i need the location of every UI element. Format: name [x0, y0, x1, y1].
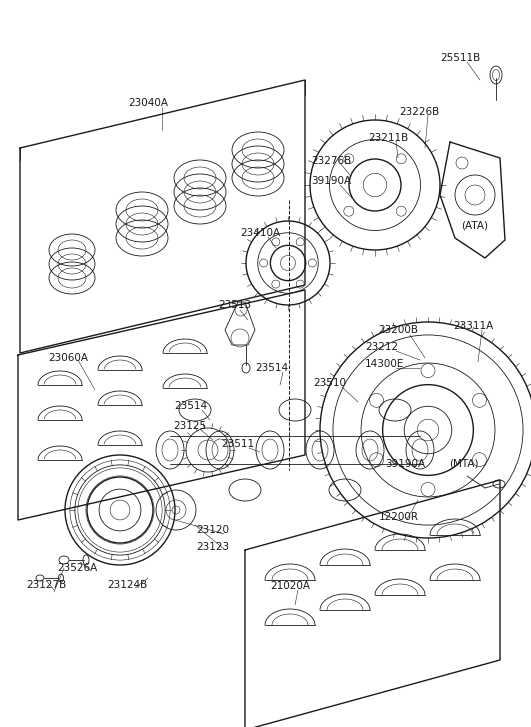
Text: 23120: 23120 — [196, 525, 229, 535]
Text: 23510: 23510 — [313, 378, 346, 388]
Text: 23060A: 23060A — [48, 353, 88, 363]
Text: 23514: 23514 — [255, 363, 288, 373]
Text: (ATA): (ATA) — [461, 221, 488, 231]
Text: 23212: 23212 — [365, 342, 398, 352]
Text: 23124B: 23124B — [107, 580, 147, 590]
Text: 21020A: 21020A — [270, 581, 310, 591]
Text: 23311A: 23311A — [453, 321, 493, 331]
Text: 14300E: 14300E — [365, 359, 405, 369]
Text: 23226B: 23226B — [399, 107, 439, 117]
Text: 39190A: 39190A — [311, 176, 351, 186]
Text: 23200B: 23200B — [378, 325, 418, 335]
Text: 23040A: 23040A — [128, 98, 168, 108]
Text: 23123: 23123 — [196, 542, 229, 552]
Text: 23526A: 23526A — [57, 563, 97, 573]
Text: 23410A: 23410A — [240, 228, 280, 238]
Text: 23125: 23125 — [173, 421, 206, 431]
Text: 23513: 23513 — [218, 300, 251, 310]
Text: 23276B: 23276B — [311, 156, 351, 166]
Text: 23127B: 23127B — [26, 580, 66, 590]
Text: 25511B: 25511B — [440, 53, 480, 63]
Text: 23514: 23514 — [174, 401, 207, 411]
Text: 23511: 23511 — [221, 439, 254, 449]
Text: 23211B: 23211B — [368, 133, 408, 143]
Text: 12200R: 12200R — [379, 512, 419, 522]
Text: 39190A: 39190A — [385, 459, 425, 469]
Text: (MTA): (MTA) — [449, 459, 478, 469]
